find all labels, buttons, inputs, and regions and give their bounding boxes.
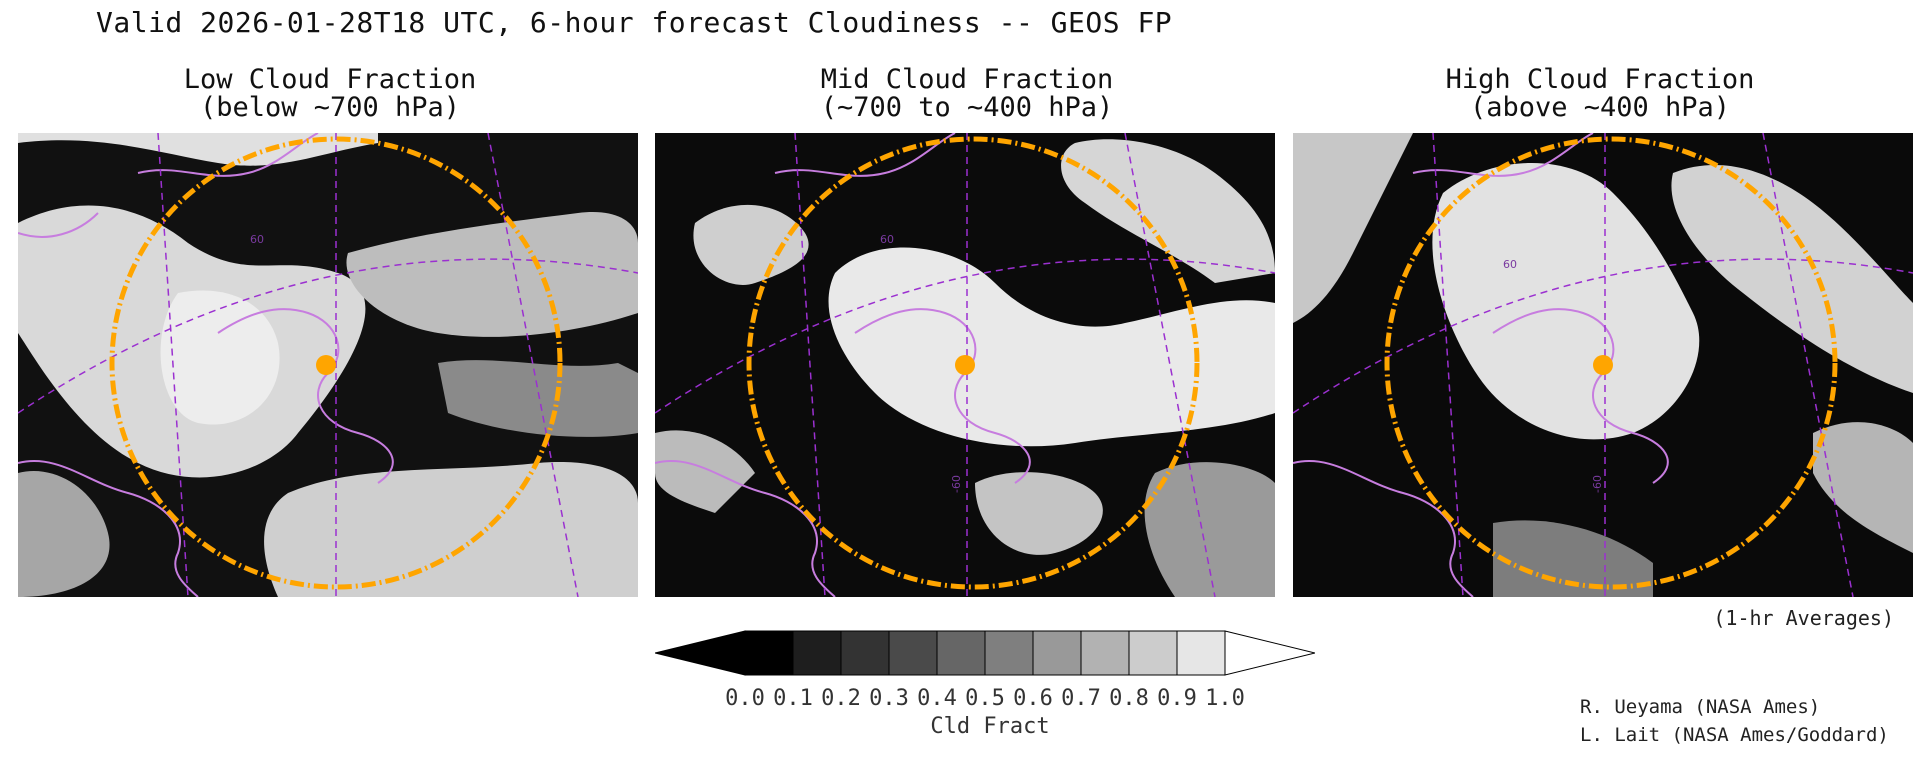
longitude-line [487,133,579,597]
colorbar-tick-label: 0.1 [773,686,813,711]
cloud-field [693,204,809,285]
cloud-field [1144,462,1275,597]
cloud-field [1061,139,1275,283]
longitude-line [1432,133,1464,597]
cloud-field [828,247,1275,447]
map-panel-low-cloud[interactable]: 60 [18,133,638,597]
panel-title-high-line2: (above ~400 hPa) [1469,92,1731,123]
cloud-field [160,290,280,425]
coastline [1293,460,1474,597]
colorbar-bin [1176,630,1226,676]
panel-title-low: Low Cloud Fraction (below ~700 hPa) [125,66,535,122]
coastline [137,133,319,177]
longitude-line [157,133,189,597]
colorbar-tick-label: 0.7 [1061,686,1101,711]
panel-title-mid-line2: (~700 to ~400 hPa) [820,92,1114,123]
averages-note: (1-hr Averages) [1713,606,1894,630]
coastline [1412,133,1594,177]
panel-title-mid-line1: Mid Cloud Fraction [820,64,1114,95]
colorbar-bin [792,630,842,676]
colorbar [655,630,1315,676]
cloud-field [264,462,638,597]
colorbar-under-triangle [655,630,746,676]
longitude-tick-label: -60 [950,475,963,493]
cloud-field [1813,422,1913,553]
latitude-tick-label: 60 [1503,258,1517,271]
colorbar-bin [840,630,890,676]
cloud-field [1493,520,1653,597]
latitude-line [1293,258,1913,414]
location-marker [316,355,336,375]
colorbar-title: Cld Fract [930,714,1050,739]
map-high-cloud-svg: 60 -60 [1293,133,1913,597]
colorbar-tick-label: 0.2 [821,686,861,711]
map-mid-cloud-svg: 60 -60 [655,133,1275,597]
panel-title-low-line1: Low Cloud Fraction [183,64,477,95]
latitude-tick-label: 60 [880,233,894,246]
colorbar-tick-label: 0.0 [725,686,765,711]
cloud-field [1293,133,1413,323]
colorbar-bin [936,630,986,676]
panel-title-low-line2: (below ~700 hPa) [199,92,461,123]
colorbar-tick-label: 0.6 [1013,686,1053,711]
cloud-field [438,360,638,437]
colorbar-tick-label: 1.0 [1205,686,1245,711]
coastline [655,460,836,597]
panel-title-high-line1: High Cloud Fraction [1445,64,1755,95]
colorbar-tick-label: 0.3 [869,686,909,711]
range-ring [746,136,1200,590]
latitude-line [655,258,1275,414]
colorbar-bin [1080,630,1130,676]
colorbar-tick-label: 0.8 [1109,686,1149,711]
credit-line-1: R. Ueyama (NASA Ames) [1580,696,1821,718]
colorbar-tick-label: 0.9 [1157,686,1197,711]
cloud-field [1671,164,1913,393]
location-marker [1593,355,1613,375]
colorbar-bin [888,630,938,676]
colorbar-over-triangle [1224,630,1315,676]
coastline [774,133,956,177]
map-panel-mid-cloud[interactable]: 60 -60 [655,133,1275,597]
cloud-field [346,212,638,337]
range-ring [109,136,563,590]
panel-title-mid: Mid Cloud Fraction (~700 to ~400 hPa) [762,66,1172,122]
latitude-tick-label: 60 [250,233,264,246]
location-marker [955,355,975,375]
longitude-tick-label: -60 [1591,475,1604,493]
colorbar-bin [984,630,1034,676]
longitude-line [1762,133,1854,597]
map-panel-high-cloud[interactable]: 60 -60 [1293,133,1913,597]
colorbar-bin [744,630,794,676]
cloud-field [1432,163,1700,440]
coastline [18,212,99,238]
longitude-line [1124,133,1216,597]
colorbar-tick-label: 0.5 [965,686,1005,711]
cloud-field [18,471,110,597]
latitude-line [18,258,638,414]
cloud-field [655,430,755,513]
cloud-field [18,133,378,166]
panel-title-high: High Cloud Fraction (above ~400 hPa) [1395,66,1805,122]
range-ring [1384,136,1838,590]
colorbar-bin [1032,630,1082,676]
page-title: Valid 2026-01-28T18 UTC, 6-hour forecast… [96,6,1173,39]
colorbar-tick-label: 0.4 [917,686,957,711]
credit-line-2: L. Lait (NASA Ames/Goddard) [1580,724,1889,746]
map-low-cloud-svg: 60 [18,133,638,597]
coastline [18,460,199,597]
longitude-line [794,133,826,597]
cloud-field [975,472,1103,555]
colorbar-bin [1128,630,1178,676]
